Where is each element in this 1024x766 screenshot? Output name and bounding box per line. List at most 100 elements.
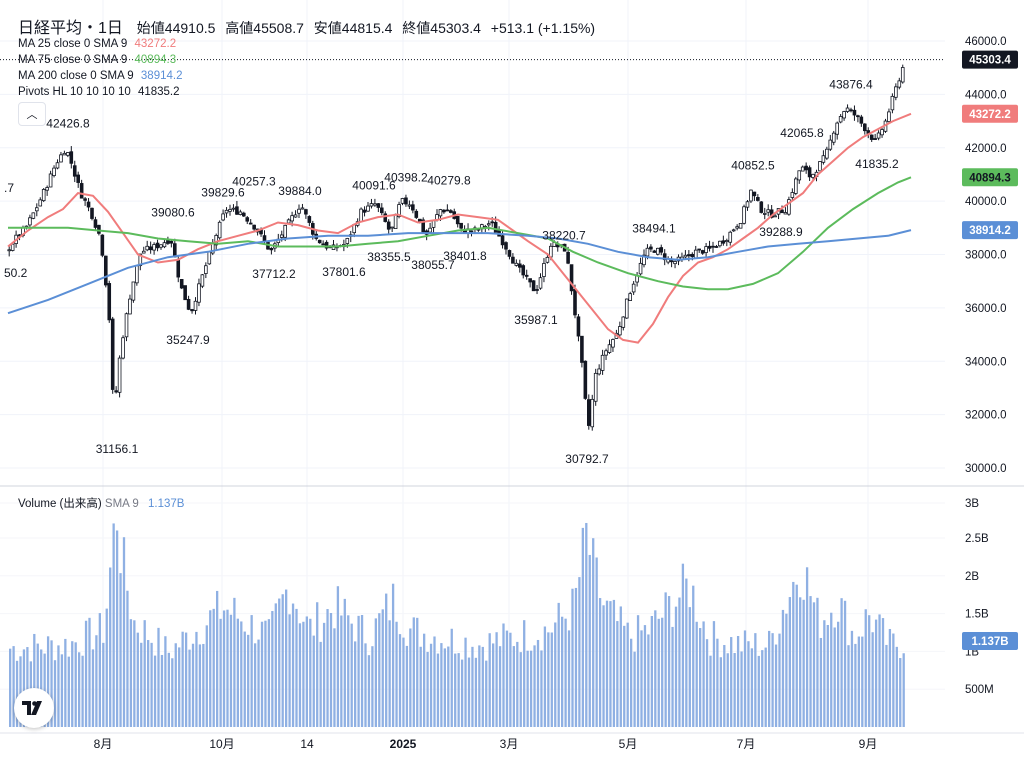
volume-bar [519, 652, 522, 727]
volume-bar [619, 606, 622, 727]
candle-body [221, 213, 225, 221]
candle-body [687, 254, 691, 257]
pivot-label: 40091.6 [352, 179, 396, 193]
volume-bar [319, 641, 322, 727]
volume-bar [302, 621, 305, 727]
candle-body [445, 209, 450, 212]
candle-body [366, 205, 370, 212]
volume-bar [567, 630, 571, 727]
volume-badge-bg [962, 632, 1018, 651]
candle-body [876, 132, 881, 139]
indicator-ma25[interactable]: MA 25 close 0 SMA 9 43272.2 [18, 38, 180, 50]
symbol-title[interactable]: 日経平均・1日 [18, 20, 123, 37]
volume-bar [426, 651, 429, 727]
volume-bar [588, 554, 591, 727]
candle-body [62, 152, 67, 156]
volume-bar [119, 573, 122, 727]
indicator-label: Pivots HL 10 10 10 10 [18, 86, 131, 98]
candle-body [172, 243, 177, 258]
pivot-label: 40852.5 [731, 158, 775, 172]
volume-bar [543, 626, 547, 727]
indicator-pivots[interactable]: Pivots HL 10 10 10 10 41835.2 [18, 86, 184, 98]
volume-bar [174, 643, 177, 727]
candle-body [521, 265, 526, 276]
candle-body [535, 289, 539, 291]
volume-bar [695, 621, 698, 727]
volume-bar [81, 655, 84, 727]
volume-bar [12, 646, 15, 727]
volume-bar [795, 584, 798, 727]
low-label: 安値 [313, 20, 342, 36]
candle-body [41, 189, 46, 202]
volume-bar [209, 610, 212, 727]
indicator-ma75[interactable]: MA 75 close 0 SMA 9 40894.3 [18, 54, 180, 66]
volume-bar [692, 585, 695, 727]
candle-body [79, 183, 84, 199]
candle-body [228, 209, 232, 212]
volume-bar [364, 643, 367, 727]
volume-bar [367, 655, 371, 727]
volume-tick-label: 2.5B [965, 533, 989, 545]
volume-bar [316, 602, 319, 727]
candle-body [493, 221, 498, 233]
candle-body [404, 197, 408, 205]
candle-body [566, 251, 570, 264]
volume-bar [95, 635, 98, 727]
volume-bar [712, 621, 716, 727]
high-value: 45508.7 [253, 20, 304, 36]
pivot-labels: 42426.8 31156.1 39080.6 35247.9 39829.640257… [4, 78, 899, 466]
candle-body [110, 318, 115, 390]
price-badge: 40894.3 [962, 168, 1018, 187]
candle-body [448, 210, 453, 213]
volume-bar [636, 615, 640, 727]
volume-bar [536, 639, 540, 727]
volume-bar [830, 612, 833, 727]
candle-body [104, 255, 108, 286]
volume-bar [329, 612, 333, 727]
price-tick-label: 36000.0 [965, 303, 1007, 315]
volume-bar [33, 633, 36, 727]
volume-bar [450, 628, 453, 727]
volume-bar [750, 648, 754, 727]
volume-bars [9, 522, 905, 727]
volume-bar [267, 619, 271, 727]
candle-body [317, 239, 322, 244]
candle-body [128, 298, 132, 315]
candle-body [897, 80, 902, 88]
volume-bar [512, 646, 515, 727]
collapse-legend-button[interactable]: ︿ [18, 102, 46, 126]
candle-body [135, 265, 139, 284]
volume-label: Volume (出来高) [18, 498, 102, 510]
volume-bar [488, 633, 491, 727]
indicator-ma200[interactable]: MA 200 close 0 SMA 9 38914.2 [18, 70, 186, 82]
pivot-label: 38494.1 [632, 221, 676, 235]
volume-bar [736, 636, 740, 727]
volume-bar [667, 596, 671, 727]
volume-bar [854, 643, 857, 727]
volume-bar [167, 652, 170, 727]
candle-body [600, 354, 605, 371]
candle-body [835, 122, 839, 135]
candle-body [300, 207, 305, 210]
volume-bar [371, 646, 374, 727]
volume-bar [84, 620, 88, 727]
volume-bar [843, 600, 847, 727]
candle-body [745, 201, 750, 208]
volume-bar [685, 578, 688, 727]
volume-bar [312, 635, 315, 727]
volume-bar [212, 608, 215, 727]
volume-bar [681, 563, 685, 727]
candle-body [659, 247, 664, 253]
candle-body [638, 262, 643, 275]
candle-body [894, 86, 898, 98]
volume-bar [464, 637, 467, 727]
candle-body [597, 368, 601, 375]
candle-body [169, 240, 174, 244]
volume-bar [702, 621, 705, 727]
volume-bar [457, 653, 460, 727]
candle-body [390, 226, 394, 229]
volume-bar [64, 638, 67, 727]
volume-legend[interactable]: Volume (出来高) SMA 9 1.137B [18, 495, 184, 511]
tradingview-logo-icon[interactable] [14, 688, 54, 728]
